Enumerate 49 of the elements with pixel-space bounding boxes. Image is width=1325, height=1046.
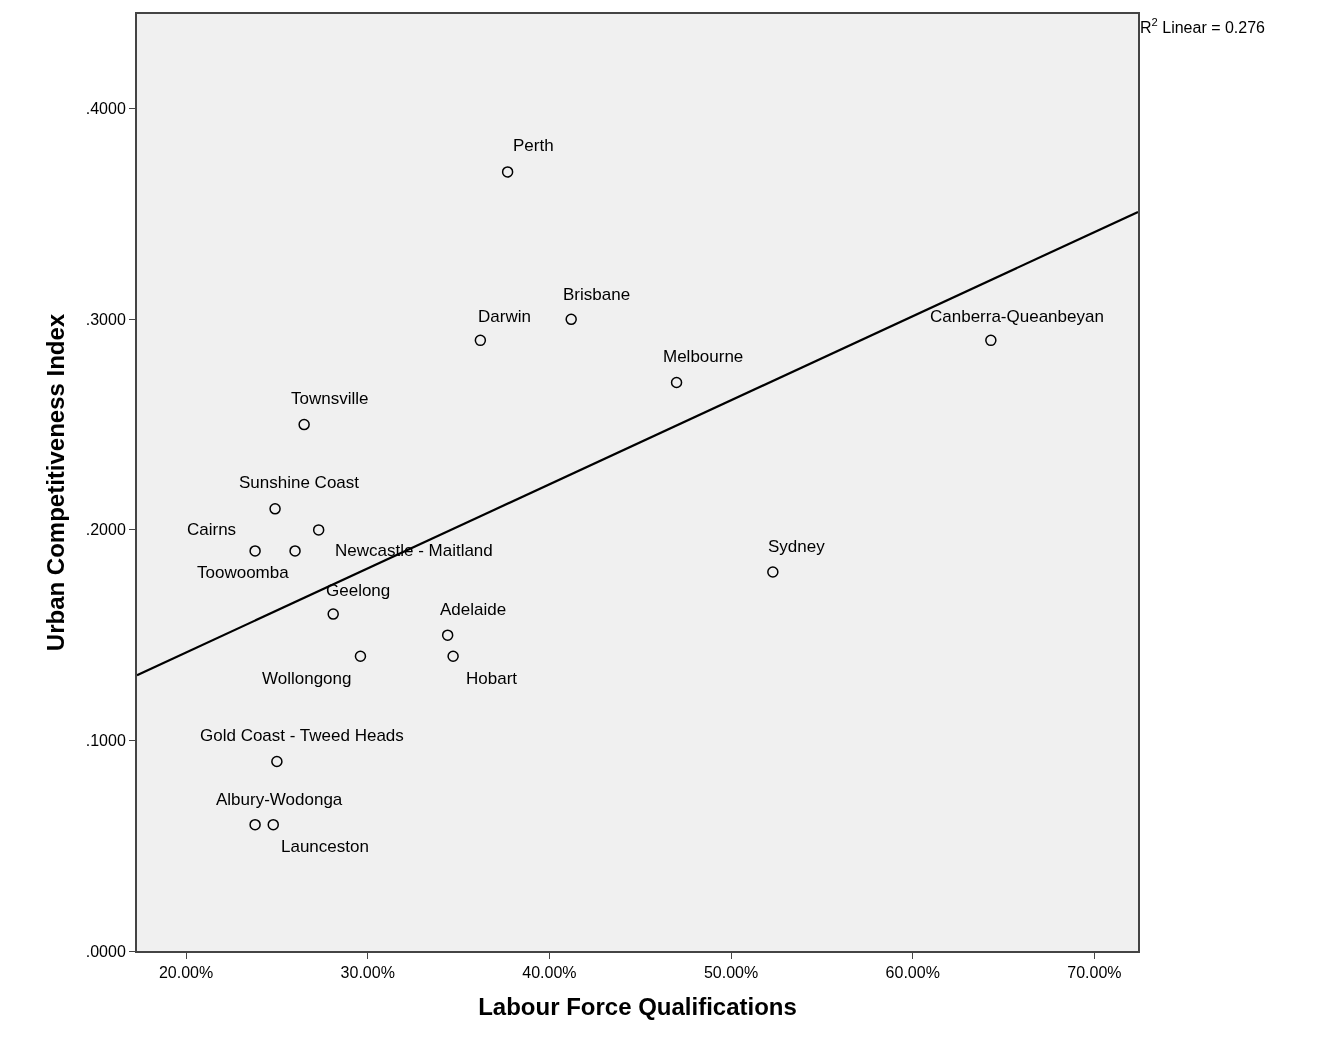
point [447,650,459,662]
point [271,755,283,768]
point [565,313,577,326]
point [249,818,261,831]
x-axis-title: Labour Force Qualifications [478,993,797,1020]
point [267,818,279,831]
x-tick-label: 20.00% [158,964,214,982]
point [327,608,339,620]
y-tick-label: .1000 [85,732,126,750]
point [249,545,261,557]
point [289,545,301,557]
annotation: Albury-Wodonga [216,790,343,809]
point [985,334,997,347]
point [354,650,367,662]
point [767,566,779,578]
point [298,418,310,431]
annotation: Hobart [466,669,518,688]
annotation: Townsville [291,389,369,408]
y-tick-label: .0000 [85,942,126,960]
x-tick-label: 40.00% [522,964,577,982]
annotation: Sunshine Coast [239,473,360,492]
point [312,524,325,536]
annotation: Adelaide [440,600,507,619]
annotation: Darwin [478,307,531,326]
annotation: Melbourne [663,347,744,366]
x-tick-label: 60.00% [885,964,940,982]
annotation: Wollongong [262,669,352,688]
y-axis-title: Urban Competitiveness Index [42,313,70,652]
annotation: Brisbane [563,285,631,304]
x-tick-label: 70.00% [1067,964,1122,982]
annotation: Launceston [281,837,369,856]
annotation: Perth [513,136,554,155]
annotation: Gold Coast - Tweed Heads [200,726,404,745]
point [501,166,514,178]
y-tick-label: .2000 [85,521,126,539]
annotation: Geelong [326,581,391,600]
x-tick-label: 50.00% [703,964,759,982]
y-tick-label: .4000 [85,100,126,118]
annotation: Toowoomba [197,563,290,582]
annotation: Cairns [187,520,237,539]
point [670,376,683,389]
point [269,503,281,515]
annotation: Canberra-Queanbeyan [930,307,1104,326]
annotation: Sydney [768,537,826,556]
y-tick-label: .3000 [85,310,126,328]
text: R$^{2}$ Linear = 0.276 [1140,16,1266,36]
x-tick-label: 30.00% [340,964,395,982]
point [474,334,487,347]
point [441,629,454,641]
